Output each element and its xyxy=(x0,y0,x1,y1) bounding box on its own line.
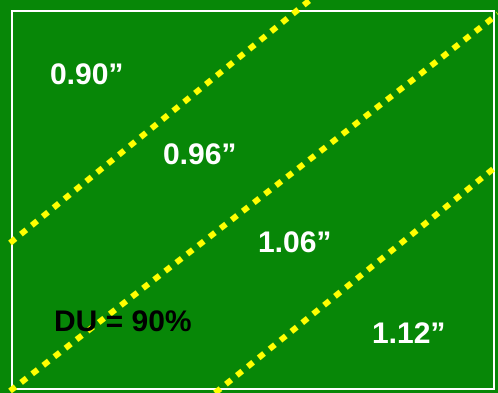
zone-label-2: 0.96” xyxy=(163,138,236,171)
isoline-2 xyxy=(8,11,498,393)
zone-label-1: 0.90” xyxy=(50,58,123,91)
zone-label-3: 1.06” xyxy=(258,226,331,259)
du-label: DU = 90% xyxy=(54,305,192,338)
zone-label-4: 1.12” xyxy=(372,317,445,350)
field-border xyxy=(11,10,495,390)
isoline-3 xyxy=(213,162,498,393)
